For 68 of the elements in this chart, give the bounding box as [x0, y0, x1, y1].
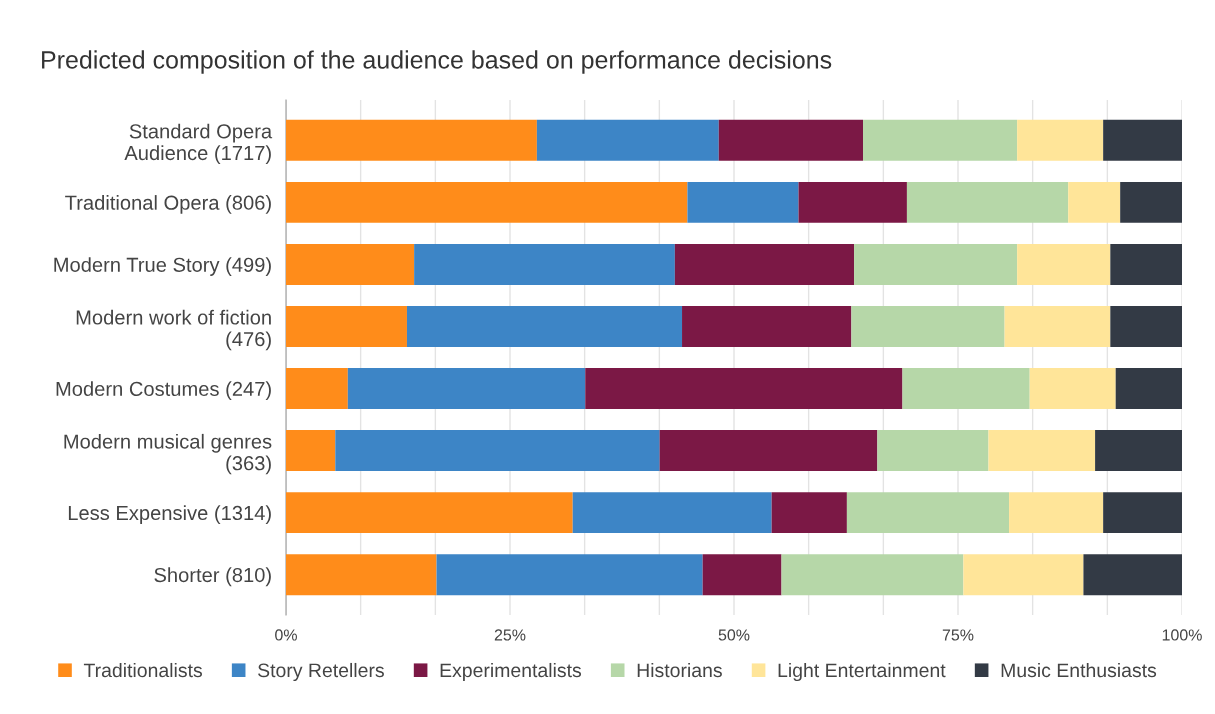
bar [851, 306, 1005, 347]
y-tick-label: Modern True Story (499) [54, 257, 271, 276]
bar [963, 554, 1084, 596]
bar [286, 368, 348, 409]
bar [771, 492, 847, 534]
bar [536, 119, 719, 161]
bar [572, 492, 772, 534]
bar [906, 181, 1069, 223]
bar [1017, 243, 1111, 285]
bar [1115, 368, 1182, 409]
bar [414, 243, 675, 285]
bar [1017, 119, 1104, 161]
y-tick-label: Modern work of fiction (476) [76, 309, 271, 351]
bar [863, 119, 1018, 161]
bar [674, 243, 855, 285]
bar [1110, 306, 1182, 347]
bar [1110, 243, 1182, 285]
bar [902, 368, 1030, 409]
bar [687, 181, 799, 223]
bar [1103, 119, 1182, 161]
bar [436, 554, 703, 596]
chart-title: Predicted composition of the audience based on performance decisions [42, 50, 832, 74]
bar [585, 368, 903, 409]
x-tick-label: 25% [494, 629, 526, 641]
legend-label: Light Entertainment [778, 662, 946, 682]
bar [406, 306, 683, 347]
bar [1083, 554, 1182, 596]
x-tick-label: 75% [942, 629, 974, 641]
x-tick-label: 100% [1162, 629, 1202, 641]
bar [1120, 181, 1182, 223]
bar [286, 554, 437, 596]
bar [854, 243, 1018, 285]
bar [1095, 430, 1182, 472]
bar [682, 306, 852, 347]
bar [286, 243, 415, 285]
bar [1029, 368, 1116, 409]
y-tick-label: Modern musical genres (363) [64, 433, 272, 475]
legend-label: Experimentalists [440, 662, 582, 682]
bar [1009, 492, 1104, 534]
bar [1068, 181, 1121, 223]
bar [335, 430, 660, 472]
bar [718, 119, 864, 161]
bar [988, 430, 1096, 472]
y-tick-label: Traditional Opera (806) [65, 195, 271, 214]
x-tick-label: 0% [275, 629, 297, 641]
y-tick-label: Shorter (810) [154, 567, 271, 587]
bar [286, 306, 407, 347]
bar [877, 430, 989, 472]
x-tick-label: 50% [718, 629, 750, 641]
bar [286, 492, 573, 534]
bar [286, 430, 336, 472]
bar [846, 492, 1010, 534]
bar [798, 181, 907, 223]
legend-label: Story Retellers [258, 662, 384, 682]
bar [347, 368, 586, 409]
y-tick-label: Standard Opera Audience (1717) [124, 123, 273, 165]
bar [702, 554, 782, 596]
legend-label: Traditionalists [83, 662, 202, 678]
y-tick-label: Less Expensive (1314) [68, 505, 271, 525]
bar [659, 430, 878, 472]
bar [1103, 492, 1182, 534]
legend-label: Historians [637, 662, 722, 678]
legend-label: Music Enthusiasts [1001, 662, 1157, 678]
y-tick-label: Modern Costumes (247) [56, 381, 271, 400]
bar [781, 554, 964, 596]
bar [286, 119, 537, 161]
bar [1004, 306, 1111, 347]
bar [286, 181, 688, 223]
